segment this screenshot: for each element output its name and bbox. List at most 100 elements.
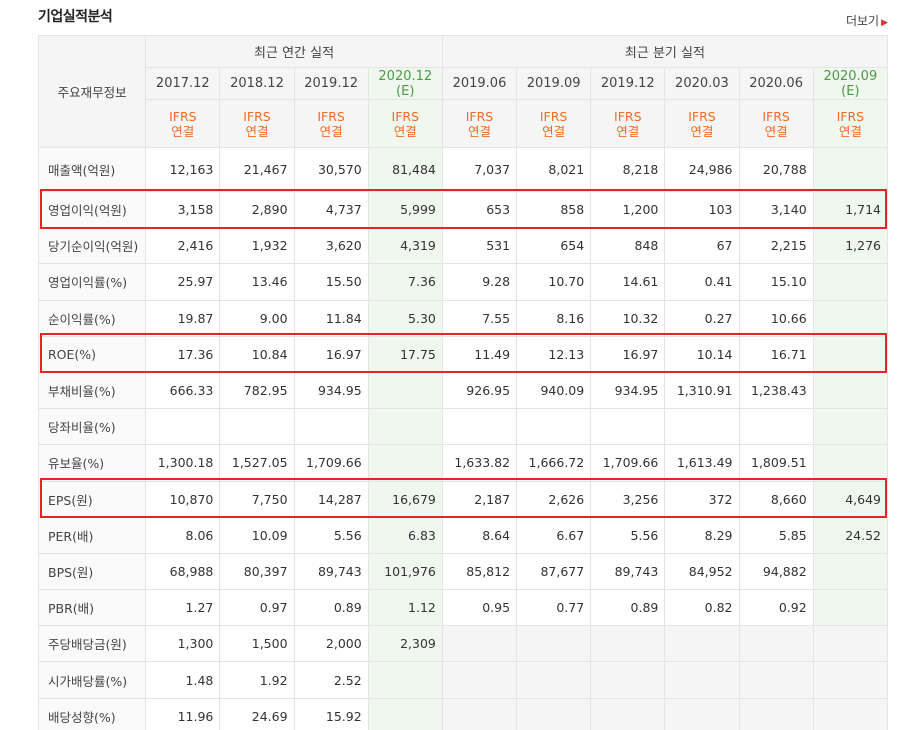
table-cell bbox=[812, 552, 889, 591]
table-cell: 16.97 bbox=[590, 335, 666, 373]
basis-standard: IFRS bbox=[169, 108, 197, 124]
period-header: 2019.12 bbox=[590, 67, 666, 100]
table-cell: 14.61 bbox=[590, 263, 666, 301]
table-cell bbox=[812, 697, 889, 730]
table-cell: 12,163 bbox=[145, 147, 221, 192]
table-cell: 1.27 bbox=[145, 589, 221, 627]
table-cell bbox=[664, 697, 740, 730]
table-cell: 0.77 bbox=[516, 589, 592, 627]
period-header: 2020.03 bbox=[664, 67, 740, 100]
table-row-debt-ratio: 부채비율(%) 666.33 782.95 934.95 926.95 940.09 934… bbox=[37, 371, 889, 410]
table-row-roe: ROE(%) 17.36 10.84 16.97 17.75 11.49 12.13 16.9… bbox=[37, 335, 889, 373]
quarter-group-header: 최근 분기 실적 bbox=[441, 35, 889, 68]
table-cell: 2,000 bbox=[293, 625, 369, 663]
row-label: EPS(원) bbox=[37, 480, 147, 518]
table-cell: 653 bbox=[441, 190, 518, 229]
basis-header: IFRS 연결 bbox=[367, 99, 443, 148]
table-cell: 14,287 bbox=[293, 480, 369, 518]
table-cell: 1,666.72 bbox=[516, 444, 592, 482]
table-cell: 1,200 bbox=[590, 190, 666, 229]
table-cell: 68,988 bbox=[145, 552, 221, 591]
table-cell: 654 bbox=[516, 227, 592, 265]
basis-header: IFRS 연결 bbox=[590, 99, 666, 148]
table-cell: 3,158 bbox=[145, 190, 221, 229]
table-cell: 8.29 bbox=[664, 516, 740, 554]
table-cell: 10.09 bbox=[219, 516, 295, 554]
annual-group-header: 최근 연간 실적 bbox=[145, 35, 443, 68]
basis-header: IFRS 연결 bbox=[516, 99, 592, 148]
table-cell bbox=[812, 625, 889, 663]
table-cell: 81,484 bbox=[367, 147, 443, 192]
table-cell bbox=[367, 697, 443, 730]
table-cell: 7,037 bbox=[441, 147, 518, 192]
period-header: 2019.09 bbox=[516, 67, 592, 100]
table-cell: 3,140 bbox=[738, 190, 814, 229]
table-cell bbox=[367, 444, 443, 482]
table-cell: 5,999 bbox=[367, 190, 443, 229]
table-cell bbox=[812, 299, 889, 337]
table-cell: 782.95 bbox=[219, 371, 295, 410]
table-cell: 666.33 bbox=[145, 371, 221, 410]
table-cell: 10,870 bbox=[145, 480, 221, 518]
basis-header: IFRS 연결 bbox=[664, 99, 740, 148]
row-label: ROE(%) bbox=[37, 335, 147, 373]
basis-standard: IFRS bbox=[614, 108, 642, 124]
table-cell bbox=[441, 408, 518, 446]
table-cell: 10.66 bbox=[738, 299, 814, 337]
table-cell bbox=[590, 661, 666, 699]
table-cell: 5.56 bbox=[590, 516, 666, 554]
table-cell bbox=[812, 444, 889, 482]
basis-standard: IFRS bbox=[762, 108, 790, 124]
basis-scope: 연결 bbox=[616, 123, 640, 139]
table-cell: 1,238.43 bbox=[738, 371, 814, 410]
table-cell: 1,300.18 bbox=[145, 444, 221, 482]
table-cell: 3,620 bbox=[293, 227, 369, 265]
table-cell: 15.92 bbox=[293, 697, 369, 730]
table-cell bbox=[145, 408, 221, 446]
table-cell bbox=[738, 697, 814, 730]
table-cell bbox=[590, 625, 666, 663]
table-cell: 1,709.66 bbox=[293, 444, 369, 482]
table-row-dps: 주당배당금(원) 1,300 1,500 2,000 2,309 bbox=[37, 625, 889, 663]
table-cell: 934.95 bbox=[590, 371, 666, 410]
basis-scope: 연결 bbox=[245, 123, 269, 139]
basis-header: IFRS 연결 bbox=[738, 99, 814, 148]
financial-table: 주요재무정보 최근 연간 실적 최근 분기 실적 2017.12 2018.12 2… bbox=[37, 35, 889, 730]
basis-scope: 연결 bbox=[319, 123, 343, 139]
table-cell: 87,677 bbox=[516, 552, 592, 591]
basis-standard: IFRS bbox=[836, 108, 865, 124]
table-row-per: PER(배) 8.06 10.09 5.56 6.83 8.64 6.67 5.56 8.29 5… bbox=[37, 516, 889, 554]
table-cell: 934.95 bbox=[293, 371, 369, 410]
table-cell: 2,626 bbox=[516, 480, 592, 518]
basis-scope: 연결 bbox=[764, 123, 788, 139]
table-cell: 0.95 bbox=[441, 589, 518, 627]
table-row-net-income: 당기순이익(억원) 2,416 1,932 3,620 4,319 531 654 848 67… bbox=[37, 227, 889, 265]
row-label: 당기순이익(억원) bbox=[37, 227, 147, 265]
table-cell bbox=[812, 263, 889, 301]
row-label: PBR(배) bbox=[37, 589, 147, 627]
period-label: 2020.09 bbox=[823, 68, 878, 84]
table-cell: 1,276 bbox=[812, 227, 889, 265]
table-cell: 940.09 bbox=[516, 371, 592, 410]
more-link[interactable]: 더보기 ▶ bbox=[846, 12, 888, 29]
table-cell: 6.83 bbox=[367, 516, 443, 554]
table-cell bbox=[441, 697, 518, 730]
table-cell bbox=[367, 408, 443, 446]
table-cell bbox=[367, 661, 443, 699]
table-cell: 89,743 bbox=[590, 552, 666, 591]
table-cell bbox=[812, 661, 889, 699]
table-cell: 94,882 bbox=[738, 552, 814, 591]
table-cell: 24.69 bbox=[219, 697, 295, 730]
table-cell: 101,976 bbox=[367, 552, 443, 591]
table-row-net-margin: 순이익률(%) 19.87 9.00 11.84 5.30 7.55 8.16 10.32 0.… bbox=[37, 299, 889, 337]
table-cell: 7,750 bbox=[219, 480, 295, 518]
period-label: 2019.09 bbox=[526, 76, 581, 91]
row-label: 부채비율(%) bbox=[37, 371, 147, 410]
basis-header: IFRS 연결 bbox=[812, 99, 889, 148]
row-label: 당좌비율(%) bbox=[37, 408, 147, 446]
table-cell: 1,633.82 bbox=[441, 444, 518, 482]
basis-header: IFRS 연결 bbox=[293, 99, 369, 148]
table-cell: 17.75 bbox=[367, 335, 443, 373]
table-row-reserve-ratio: 유보율(%) 1,300.18 1,527.05 1,709.66 1,633.82 1,… bbox=[37, 444, 889, 482]
table-cell: 10.84 bbox=[219, 335, 295, 373]
